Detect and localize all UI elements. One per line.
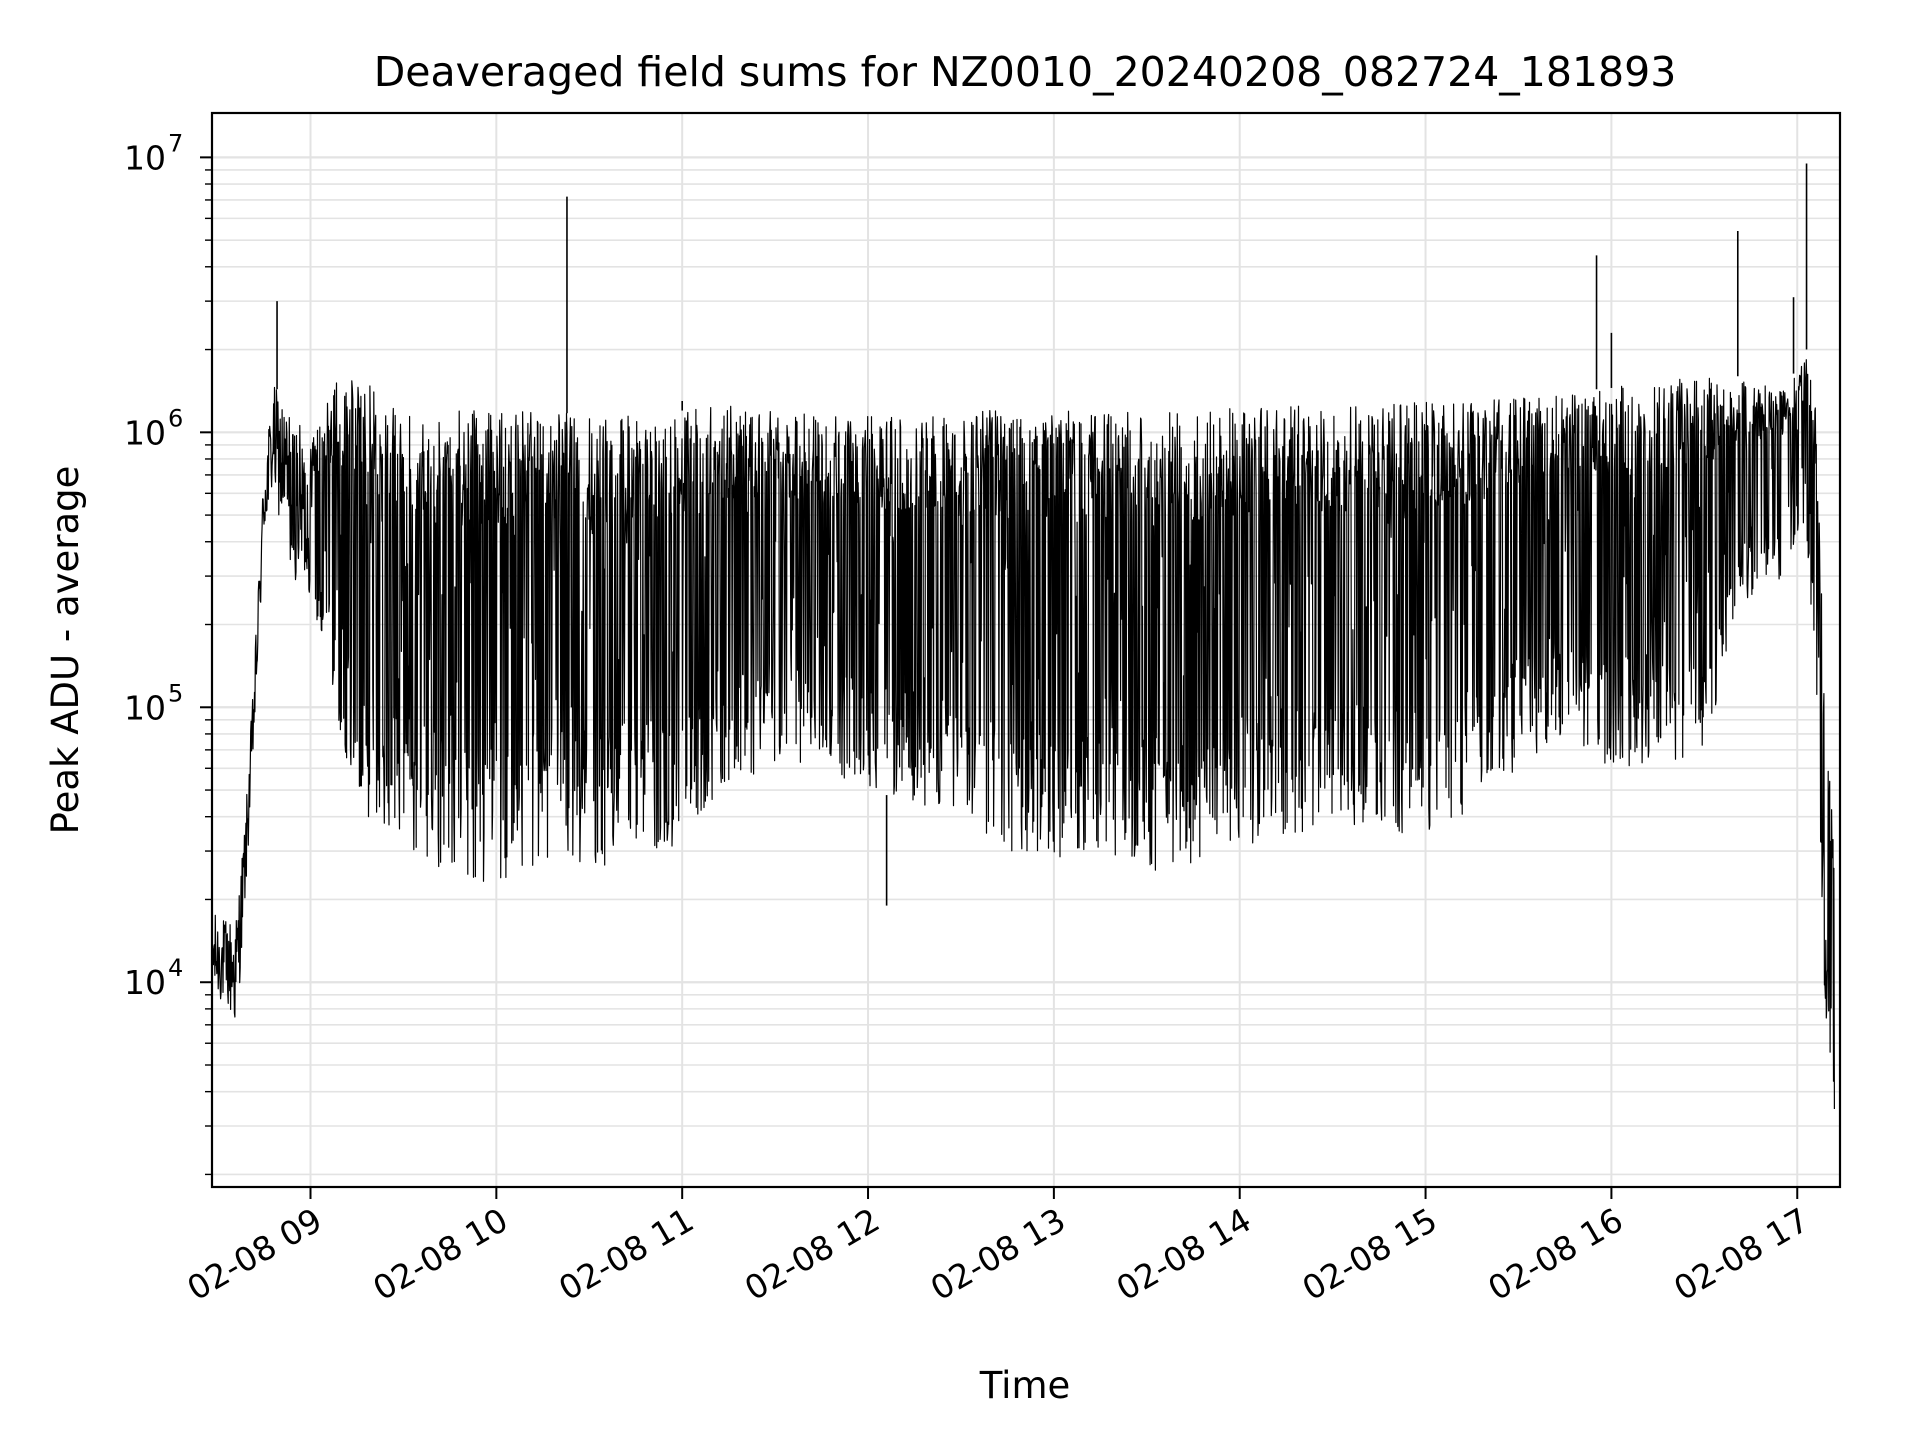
chart-title: Deaveraged field sums for NZ0010_2024020…	[374, 48, 1677, 96]
x-tick-label: 02-08 09	[181, 1200, 329, 1308]
series-layer	[211, 163, 1835, 1110]
x-tick-label: 02-08 15	[1296, 1200, 1444, 1308]
x-tick-label: 02-08 17	[1667, 1200, 1815, 1308]
y-tick-exponent: 6	[168, 404, 183, 432]
y-tick-label: 10	[124, 413, 166, 452]
y-tick-exponent: 5	[168, 679, 183, 707]
x-tick-label: 02-08 13	[924, 1200, 1072, 1308]
y-tick-exponent: 4	[168, 954, 183, 982]
x-tick-label: 02-08 16	[1481, 1200, 1629, 1308]
x-tick-label: 02-08 14	[1110, 1200, 1258, 1308]
x-axis-label: Time	[979, 1364, 1071, 1407]
x-tick-label: 02-08 10	[366, 1200, 514, 1308]
y-axis-label: Peak ADU - average	[44, 466, 87, 835]
y-tick-label: 10	[124, 963, 166, 1002]
y-tick-label: 10	[124, 688, 166, 727]
x-tick-label: 02-08 12	[738, 1200, 886, 1308]
x-axis-ticks: 02-08 09 02-08 10 02-08 11 02-08 12 02-08 13…	[181, 1187, 1815, 1308]
y-tick-exponent: 7	[168, 129, 183, 157]
y-tick-label: 10	[124, 138, 166, 177]
plot-frame	[210, 111, 1842, 1189]
x-tick-label: 02-08 11	[552, 1200, 700, 1308]
series-line	[211, 359, 1835, 1110]
